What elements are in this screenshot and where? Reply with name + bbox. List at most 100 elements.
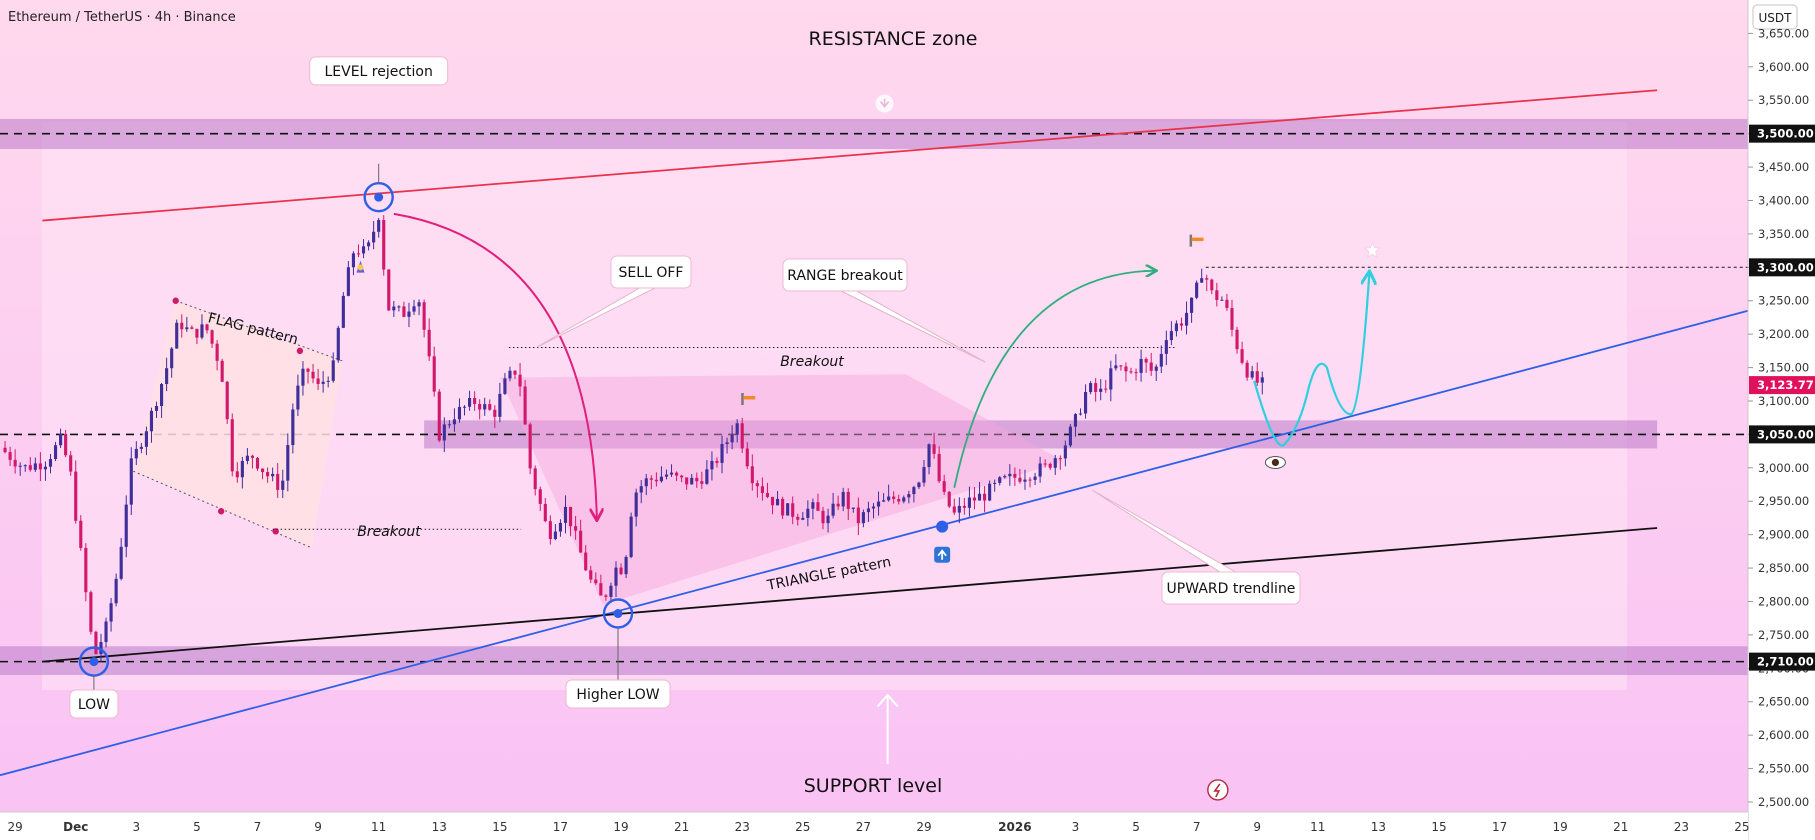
projection-path [1253, 274, 1369, 447]
candle-up [53, 445, 58, 460]
candle-down [745, 448, 749, 467]
support-arrow-head [876, 693, 899, 708]
candle-up [876, 501, 881, 507]
candle-down [533, 468, 537, 490]
candle-up [735, 423, 739, 435]
candle-up [59, 433, 63, 446]
candle-down [750, 466, 754, 484]
y-tick-label: 3,450.00 [1758, 160, 1809, 174]
y-tick-label: 2,800.00 [1758, 594, 1809, 608]
candle-up [271, 473, 275, 477]
candle-up [240, 460, 244, 478]
candle-down [1018, 477, 1022, 482]
candle-up [160, 384, 164, 407]
currency-label: USDT [1759, 11, 1793, 25]
candle-down [210, 330, 214, 344]
candle-up [624, 556, 628, 575]
support-zone [0, 646, 1748, 675]
candle-down [816, 502, 820, 511]
low-callout-box [69, 689, 119, 719]
candle-up [462, 406, 467, 408]
price-label-text: 3,123.77 [1757, 378, 1814, 392]
candle-down [1230, 307, 1234, 330]
candle-up [629, 516, 633, 557]
candle-down [568, 506, 573, 527]
candle-up [149, 410, 154, 432]
y-tick-label: 3,350.00 [1758, 227, 1809, 241]
x-tick-label: 25 [1734, 820, 1749, 834]
candle-down [619, 567, 623, 575]
candle-down [543, 503, 547, 522]
candle-up [609, 585, 613, 597]
candle-down [276, 473, 280, 490]
low-circle-dot [89, 657, 99, 667]
candle-down [791, 503, 795, 517]
candle-down [1124, 366, 1128, 372]
candle-up [1008, 473, 1012, 477]
x-tick-label: Dec [63, 820, 88, 834]
candle-down [402, 306, 406, 317]
x-tick-label: 5 [193, 820, 201, 834]
trend-lines [0, 89, 1749, 777]
candle-down [548, 521, 552, 540]
x-tick-label: 29 [916, 820, 931, 834]
candle-up [346, 267, 350, 296]
candle-up [508, 370, 512, 379]
candle-up [710, 460, 714, 470]
candle-down [382, 219, 386, 270]
candle-up [341, 295, 345, 328]
upward-trendline-callout-text: UPWARD trendline [1167, 581, 1296, 597]
flag-pattern-area [133, 300, 343, 549]
time-axis-panel[interactable] [0, 812, 1748, 840]
candle-down [437, 391, 441, 441]
y-tick-label: 3,550.00 [1758, 93, 1809, 107]
y-tick-label: 2,550.00 [1758, 762, 1809, 776]
candle-up [336, 327, 340, 361]
candle-up [457, 406, 462, 420]
candle-down [675, 472, 679, 476]
range-breakout-callout-box [782, 258, 908, 292]
candle-up [331, 360, 335, 381]
hammer-icon-1 [1189, 234, 1193, 247]
candle-down [538, 489, 542, 504]
candle-up [498, 393, 502, 417]
breakout-top-label: Breakout [780, 354, 844, 370]
candle-down [1235, 329, 1239, 350]
flag-point-1 [296, 347, 304, 355]
candle-down [836, 503, 840, 507]
candle-up [1174, 323, 1179, 332]
candle-up [912, 487, 916, 495]
candle-up [1089, 383, 1093, 393]
price-labels: 3,500.00 3,300.00 3,123.77 3,050.00 2,710.00 [1749, 124, 1815, 671]
overlays [78, 94, 1382, 801]
candle-up [109, 603, 113, 622]
candle-up [1164, 340, 1168, 354]
candle-down [316, 378, 320, 384]
candle-up [927, 444, 931, 468]
candle-down [8, 452, 12, 460]
candle-up [907, 494, 911, 498]
candle-up [1109, 368, 1113, 390]
price-label-bg [1749, 376, 1815, 395]
candle-up [563, 506, 568, 523]
candle-up [33, 463, 37, 470]
y-tick-label: 2,650.00 [1758, 695, 1809, 709]
x-tick-label: 17 [1492, 820, 1507, 834]
candle-up [1260, 377, 1264, 383]
range-breakout-callout-text: RANGE breakout [787, 268, 903, 284]
currency-badge[interactable] [1752, 4, 1798, 30]
candle-up [1139, 358, 1143, 373]
candle-down [765, 493, 770, 497]
candle-up [99, 642, 103, 655]
candle-down [589, 570, 593, 580]
candle-up [1200, 278, 1204, 283]
candle-up [1068, 426, 1072, 446]
candle-down [38, 463, 42, 470]
candle-up [957, 505, 961, 513]
price-label-text: 2,710.00 [1757, 655, 1814, 669]
candle-down [356, 253, 361, 255]
candle-up [114, 578, 118, 604]
x-tick-label: 5 [1132, 820, 1140, 834]
up-badge-arrow-icon [937, 549, 947, 560]
